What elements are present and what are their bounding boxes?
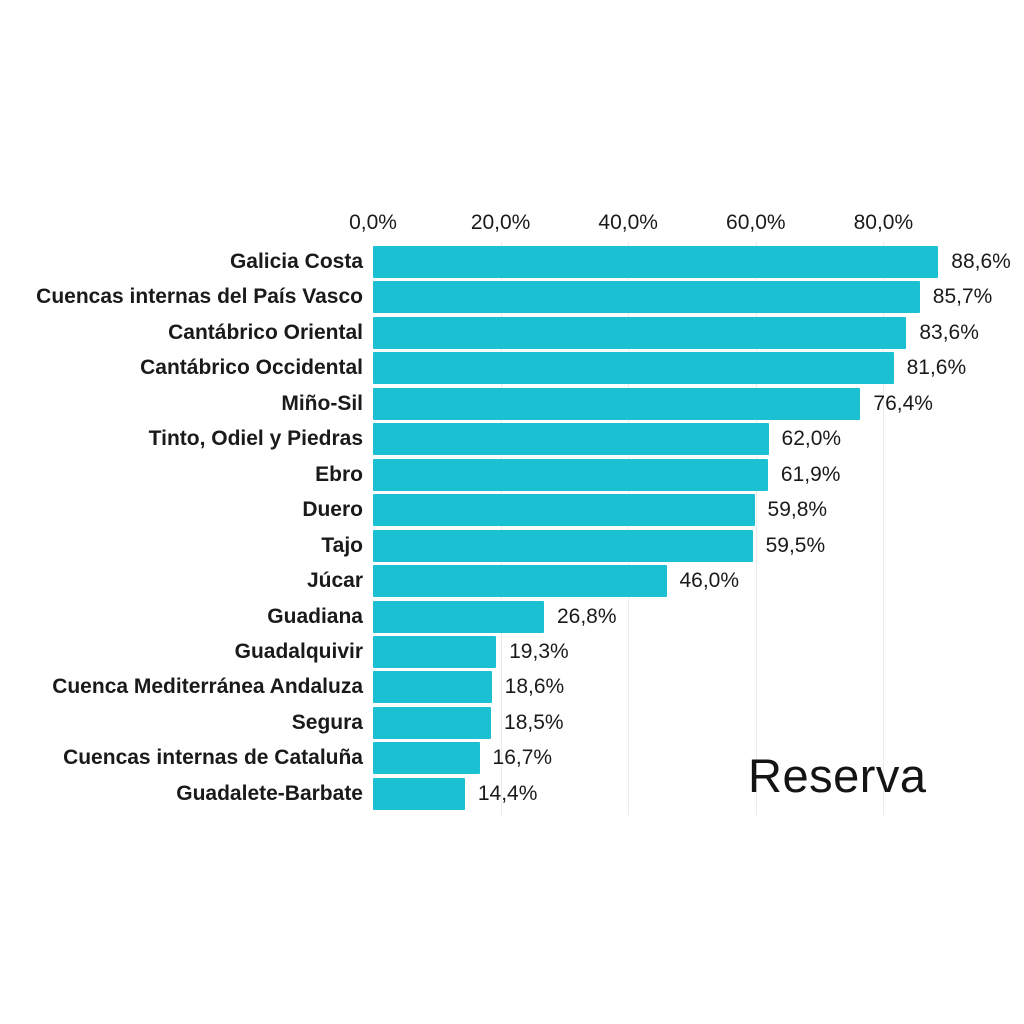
gridline [500,242,502,815]
value-label: 14,4% [477,781,538,805]
bar [373,777,465,810]
category-label: Júcar [306,569,363,593]
category-label: Guadalete-Barbate [176,781,363,805]
bar [373,706,491,739]
category-label: Tajo [321,533,363,557]
category-label: Duero [302,498,363,522]
category-label: Cantábrico Occidental [140,356,363,380]
value-label: 46,0% [679,569,740,593]
gridline [628,242,630,815]
value-label: 26,8% [556,604,617,628]
bar [373,246,939,278]
category-label: Miño-Sil [281,391,363,415]
bar [373,565,667,598]
value-label: 85,7% [932,285,993,309]
bar [373,494,755,527]
category-label: Ebro [315,462,363,486]
value-label: 62,0% [781,427,842,451]
value-label: 59,8% [767,498,828,522]
bar [373,671,492,704]
x-axis-tick-label: 80,0% [853,211,914,234]
value-label: 19,3% [509,639,569,663]
value-label: 16,7% [492,746,553,770]
value-label: 18,6% [504,675,565,699]
gridline [883,242,885,815]
category-label: Cuenca Mediterránea Andaluza [52,675,363,699]
x-axis-tick-label: 60,0% [726,211,786,234]
value-label: 88,6% [951,250,1011,273]
value-label: 76,4% [873,391,933,415]
value-label: 18,5% [504,710,564,734]
value-label: 61,9% [780,462,841,486]
value-label: 59,5% [765,533,826,557]
bar [373,600,544,633]
bar [373,352,894,385]
x-axis-tick-label: 40,0% [598,211,658,234]
value-label: 81,6% [906,356,967,380]
category-label: Guadiana [267,604,363,628]
chart-annotation: Reserva [748,749,927,802]
gridline [755,242,757,815]
category-label: Galicia Costa [229,250,363,273]
bar [373,635,497,668]
bar [373,423,769,456]
bar [373,529,753,562]
category-label: Segura [291,710,363,734]
category-label: Guadalquivir [234,639,363,663]
category-label: Cuencas internas de Cataluña [63,746,363,770]
category-label: Cuencas internas del País Vasco [36,285,363,309]
bar [373,458,768,491]
category-label: Cantábrico Oriental [168,320,363,344]
bar [373,387,861,420]
x-axis-tick-label: 20,0% [470,211,531,234]
bar [373,316,907,349]
category-label: Tinto, Odiel y Piedras [148,427,363,451]
bar [373,281,920,314]
x-axis-tick-label: 0,0% [349,211,397,234]
value-label: 83,6% [919,320,979,344]
bar [373,742,480,775]
